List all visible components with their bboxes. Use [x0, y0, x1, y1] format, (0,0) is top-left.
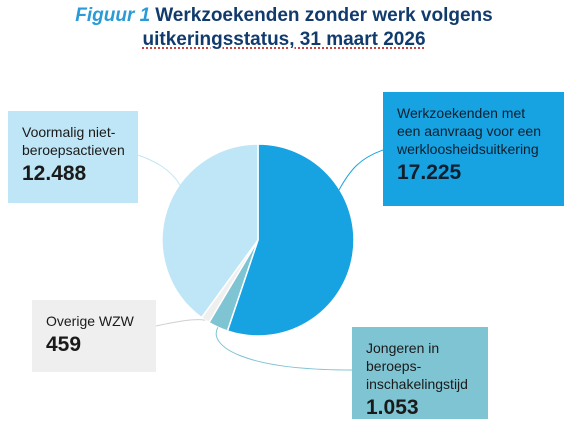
callout-label-line: beroepsactieven — [22, 142, 125, 158]
leader-jongeren — [215, 326, 353, 371]
callout-value: 459 — [46, 333, 82, 356]
callout-label-line: Werkzoekenden met — [397, 105, 526, 121]
callout-label-line: beroeps- — [366, 358, 422, 374]
callout-label-line: inschakelingstijd — [366, 376, 468, 392]
callout-jongeren-beroepsinschakelingstijd: Jongeren in beroeps- inschakelingstijd 1… — [352, 327, 488, 419]
callout-overige-wzw: Overige WZW 459 — [32, 300, 156, 372]
leader-voormalig — [137, 154, 181, 186]
title-line-1: Werkzoekenden zonder werk volgens — [155, 5, 493, 26]
chart-title: Figuur 1 Werkzoekenden zonder werk volgen… — [0, 4, 568, 52]
figure-label: Figuur 1 — [75, 5, 151, 26]
leader-overige-wzw — [155, 319, 206, 327]
callout-value: 1.053 — [366, 396, 419, 419]
callout-value: 17.225 — [397, 161, 462, 184]
callout-label-line: werkloosheidsuitkering — [397, 141, 539, 157]
callout-label-line: Voormalig niet- — [22, 124, 116, 140]
callout-value: 12.488 — [22, 162, 87, 185]
callout-label-line: een aanvraag voor een — [397, 123, 541, 139]
pie-slice-werkloosheidsuitkering — [226, 143, 355, 337]
callout-werkloosheidsuitkering: Werkzoekenden met een aanvraag voor een … — [383, 92, 564, 206]
callout-label-line: Overige WZW — [46, 313, 134, 329]
pie-slice-voormalig — [161, 143, 259, 319]
callout-label-line: Jongeren in — [366, 340, 440, 356]
title-line-2: uitkeringsstatus, 31 maart 2026 — [142, 29, 426, 50]
callout-voormalig-niet-beroepsactieven: Voormalig niet- beroepsactieven 12.488 — [8, 111, 138, 203]
leader-werkloosheidsuitkering — [338, 149, 384, 191]
